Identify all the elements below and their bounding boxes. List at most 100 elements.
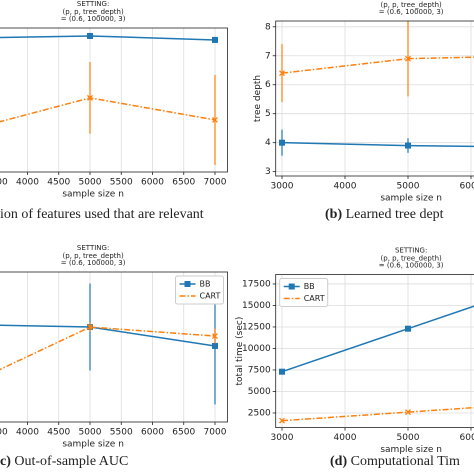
x-tick-label: 5000 bbox=[397, 433, 420, 443]
plot-area bbox=[0, 272, 218, 422]
marker bbox=[87, 32, 93, 39]
caption-text: Computational Tim bbox=[351, 454, 460, 469]
caption: (b) Learned tree dept bbox=[325, 207, 444, 222]
x-tick-label: 4000 bbox=[16, 178, 39, 188]
y-tick-label: 12500 bbox=[242, 322, 271, 332]
caption-label: (b) bbox=[325, 207, 342, 222]
x-tick-label: 7000 bbox=[204, 428, 227, 438]
chart-title: SETTING: bbox=[395, 247, 427, 255]
plot-area bbox=[0, 28, 218, 172]
x-tick-label: 3500 bbox=[0, 428, 8, 438]
chart-subtitle: (p, p, tree_depth) bbox=[63, 8, 124, 16]
marker bbox=[279, 417, 285, 424]
plot-area bbox=[275, 21, 474, 176]
x-tick-label: 5000 bbox=[397, 182, 420, 192]
caption: c) Out-of-sample AUC bbox=[0, 454, 128, 469]
x-tick-label: 5500 bbox=[110, 428, 133, 438]
y-tick-label: 4 bbox=[265, 138, 271, 148]
x-tick-label: 6500 bbox=[172, 178, 195, 188]
legend-label: BB bbox=[200, 280, 211, 289]
x-tick-label: 5500 bbox=[110, 178, 133, 188]
x-axis-label: sample size n bbox=[380, 194, 442, 204]
panel: SETTING:(p, p, tree_depth)= (0.6, 100000… bbox=[253, 0, 474, 222]
marker bbox=[405, 409, 411, 416]
legend-label: CART bbox=[200, 292, 221, 301]
marker bbox=[279, 139, 285, 146]
y-tick-label: 3 bbox=[265, 167, 271, 177]
x-tick-label: 6000 bbox=[460, 433, 474, 443]
series-line bbox=[0, 97, 216, 123]
y-tick-label: 10000 bbox=[242, 344, 271, 354]
axes-frame bbox=[275, 20, 474, 177]
x-tick-label: 6000 bbox=[141, 178, 164, 188]
caption-text: Learned tree dept bbox=[346, 207, 444, 222]
x-axis-label: sample size n bbox=[62, 190, 124, 200]
y-axis-label: tree depth bbox=[253, 75, 263, 122]
x-tick-label: 6500 bbox=[172, 428, 195, 438]
marker bbox=[87, 94, 93, 101]
caption-text: ion of features used that are relevant bbox=[0, 207, 204, 222]
caption-label: c) bbox=[0, 454, 11, 469]
plot-area bbox=[275, 274, 474, 428]
marker bbox=[405, 325, 411, 332]
chart-title: SETTING: bbox=[77, 0, 109, 8]
legend: BB CART bbox=[175, 275, 224, 305]
chart-subtitle: = (0.6, 100000, 3) bbox=[379, 8, 444, 16]
x-tick-label: 4500 bbox=[47, 428, 70, 438]
x-tick-label: 5000 bbox=[79, 428, 102, 438]
axes-frame bbox=[275, 274, 474, 429]
chart-subtitle: (p, p, tree_depth) bbox=[381, 255, 442, 263]
marker bbox=[212, 333, 218, 340]
marker bbox=[279, 70, 285, 77]
y-tick-label: 17500 bbox=[242, 279, 271, 289]
x-tick-label: 3000 bbox=[271, 433, 294, 443]
series-line bbox=[281, 141, 474, 148]
x-tick-label: 4500 bbox=[47, 178, 70, 188]
y-tick-label: 5000 bbox=[248, 387, 271, 397]
y-tick-label: 15000 bbox=[242, 301, 271, 311]
chart-subtitle: (p, p, tree_depth) bbox=[63, 252, 124, 260]
chart-title: SETTING: bbox=[77, 244, 109, 252]
chart-subtitle: = (0.6, 100000, 3) bbox=[61, 15, 126, 23]
x-tick-label: 3000 bbox=[271, 182, 294, 192]
x-tick-label: 5000 bbox=[79, 178, 102, 188]
chart-title: SETTING: bbox=[395, 0, 427, 1]
chart-subtitle: = (0.6, 100000, 3) bbox=[61, 259, 126, 267]
y-tick-label: 2500 bbox=[248, 408, 271, 418]
axes-frame bbox=[0, 271, 228, 423]
y-tick-label: 7500 bbox=[248, 365, 271, 375]
marker bbox=[279, 368, 285, 375]
x-tick-label: 6000 bbox=[460, 182, 474, 192]
x-axis-label: sample size n bbox=[380, 445, 442, 455]
marker bbox=[212, 116, 218, 123]
legend-label: BB bbox=[304, 282, 315, 291]
x-tick-label: 7000 bbox=[204, 178, 227, 188]
x-tick-label: 4000 bbox=[334, 182, 357, 192]
series-line bbox=[0, 35, 216, 41]
caption: (d) Computational Tim bbox=[330, 454, 460, 469]
x-tick-label: 3500 bbox=[0, 178, 8, 188]
series-line bbox=[281, 56, 474, 74]
x-tick-label: 6000 bbox=[141, 428, 164, 438]
legend: BB CART bbox=[279, 278, 329, 307]
panel: SETTING:(p, p, tree_depth)= (0.6, 100000… bbox=[0, 0, 228, 222]
chart-subtitle: (p, p, tree_depth) bbox=[381, 1, 442, 9]
y-tick-label: 5 bbox=[265, 109, 271, 119]
caption-label: (d) bbox=[330, 454, 347, 469]
caption-text: Out-of-sample AUC bbox=[14, 454, 128, 469]
y-tick-label: 6 bbox=[265, 80, 271, 90]
y-tick-label: 7 bbox=[265, 51, 271, 61]
marker bbox=[405, 55, 411, 62]
legend-marker bbox=[184, 281, 191, 287]
x-tick-label: 4000 bbox=[16, 428, 39, 438]
y-tick-label: 8 bbox=[265, 22, 271, 32]
marker bbox=[212, 342, 218, 349]
series-line bbox=[281, 406, 474, 422]
legend-marker bbox=[288, 283, 295, 290]
axes-frame bbox=[0, 27, 228, 173]
panel: SETTING:(p, p, tree_depth)= (0.6, 100000… bbox=[235, 247, 474, 469]
series-line bbox=[0, 324, 216, 347]
panel: SETTING:(p, p, tree_depth)= (0.6, 100000… bbox=[0, 244, 228, 469]
x-tick-label: 4000 bbox=[334, 433, 357, 443]
